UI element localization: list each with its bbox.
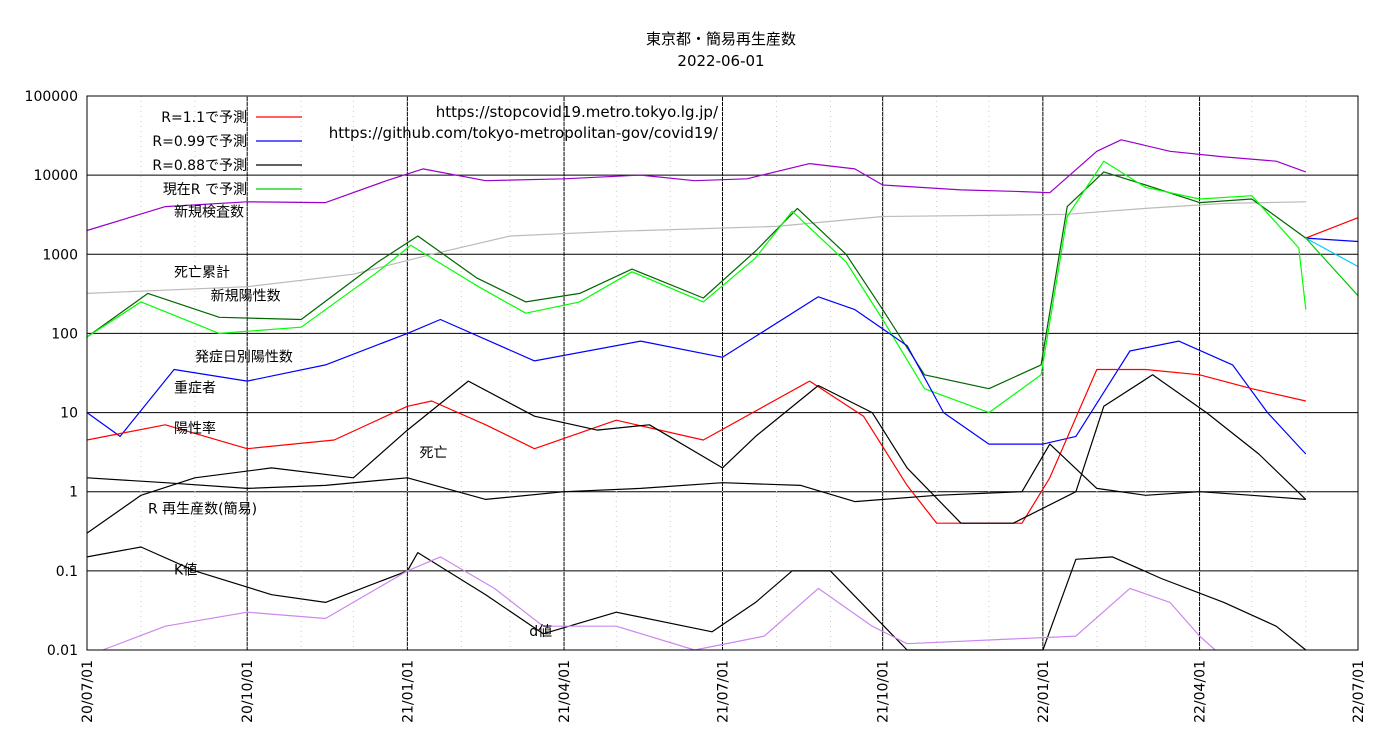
series-line-8 bbox=[86, 443, 1306, 503]
series-line-7 bbox=[86, 374, 1307, 534]
legend-label: R=1.1で予測 bbox=[161, 110, 247, 126]
series-line-12 bbox=[1305, 237, 1359, 243]
series-annotation: 死亡 bbox=[420, 446, 448, 462]
y-tick-label: 10000 bbox=[33, 168, 78, 184]
chart-title: 東京都・簡易再生産数 bbox=[646, 30, 796, 48]
y-tick-label: 1000 bbox=[42, 247, 78, 263]
grid bbox=[86, 95, 1359, 651]
series-line-6 bbox=[86, 368, 1306, 524]
series-annotation: 新規陽性数 bbox=[211, 289, 281, 305]
series-annotation: 発症日別陽性数 bbox=[195, 350, 293, 366]
series-line-2 bbox=[86, 201, 1306, 294]
series-annotation: R 再生産数(簡易) bbox=[148, 502, 257, 518]
x-tick-label: 22/04/01 bbox=[1193, 660, 1209, 723]
y-tick-label: 1 bbox=[69, 485, 78, 501]
y-tick-label: 0.1 bbox=[56, 564, 78, 580]
legend-label: R=0.99で予測 bbox=[152, 134, 247, 150]
legend-label: 現在R で予測 bbox=[163, 182, 247, 198]
series-line-11 bbox=[1305, 217, 1359, 239]
series-line-9 bbox=[86, 546, 1307, 651]
series-annotation: 重症者 bbox=[174, 380, 216, 396]
series-line-1 bbox=[86, 139, 1307, 232]
series-annotation: 死亡累計 bbox=[174, 265, 230, 281]
x-tick-label: 22/07/01 bbox=[1351, 660, 1367, 723]
series-layer bbox=[86, 139, 1359, 651]
legend-label: R=0.88で予測 bbox=[152, 158, 247, 174]
y-tick-label: 100000 bbox=[25, 89, 78, 105]
y-tick-label: 10 bbox=[60, 406, 78, 422]
series-annotation: 新規検査数 bbox=[174, 205, 244, 221]
x-tick-label: 21/10/01 bbox=[876, 660, 892, 723]
x-tick-label: 21/04/01 bbox=[557, 660, 573, 723]
x-tick-label: 22/01/01 bbox=[1036, 660, 1052, 723]
x-tick-label: 20/07/01 bbox=[80, 660, 96, 723]
series-line-5 bbox=[86, 296, 1307, 455]
series-line-4 bbox=[86, 160, 1307, 414]
y-tick-label: 0.01 bbox=[47, 643, 78, 659]
chart-subtitle: 2022-06-01 bbox=[677, 52, 764, 70]
series-line-14 bbox=[1305, 237, 1359, 297]
series-annotation: d値 bbox=[529, 624, 552, 640]
x-tick-label: 21/07/01 bbox=[716, 660, 732, 723]
x-tick-label: 20/10/01 bbox=[240, 660, 256, 723]
plot-frame bbox=[86, 95, 1359, 651]
y-tick-label: 100 bbox=[51, 326, 78, 342]
series-line-13 bbox=[1305, 237, 1359, 268]
series-annotation: K値 bbox=[174, 562, 197, 578]
url-link-2[interactable]: https://github.com/tokyo-metropolitan-go… bbox=[329, 124, 719, 142]
series-line-3 bbox=[86, 171, 1307, 390]
url-link-1[interactable]: https://stopcovid19.metro.tokyo.lg.jp/ bbox=[436, 103, 719, 121]
x-tick-label: 21/01/01 bbox=[400, 660, 416, 723]
series-annotation: 陽性率 bbox=[174, 420, 216, 437]
